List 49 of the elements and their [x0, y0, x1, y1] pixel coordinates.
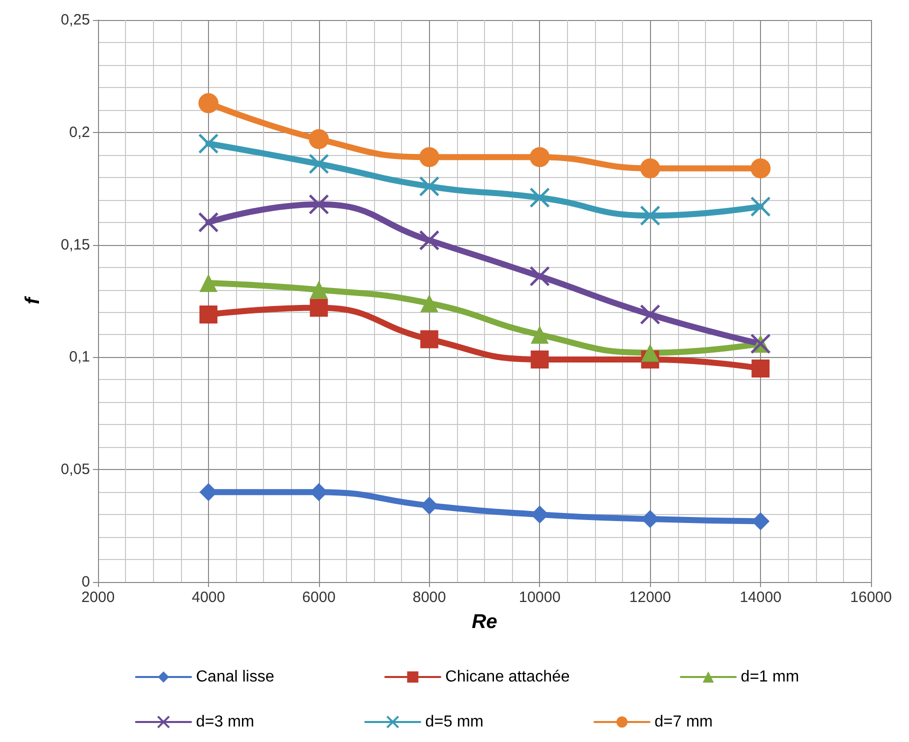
- point: [750, 158, 771, 178]
- x-axis-title: Re: [472, 611, 498, 633]
- point: [530, 147, 550, 168]
- x-tick-label: 10000: [518, 589, 561, 606]
- point: [750, 196, 771, 217]
- point: [199, 274, 218, 292]
- point: [419, 147, 440, 168]
- point: [420, 294, 438, 312]
- point: [530, 326, 549, 344]
- point: [641, 344, 660, 362]
- point: [198, 93, 218, 114]
- legend-label: d=7 mm: [654, 714, 713, 730]
- point: [529, 266, 550, 287]
- point: [752, 359, 770, 378]
- point: [310, 280, 328, 299]
- point: [308, 194, 330, 215]
- x-tick-label: 16000: [850, 589, 892, 606]
- point: [640, 158, 660, 178]
- legend-label: d=3 mm: [196, 714, 254, 730]
- y-tick-label: 0,25: [60, 12, 90, 28]
- legend-label: d=1 mm: [740, 668, 800, 686]
- y-tick-label: 0,2: [69, 124, 90, 141]
- point: [198, 212, 219, 233]
- point: [420, 330, 438, 348]
- x-tick-label: 2000: [81, 589, 115, 606]
- point: [199, 305, 218, 324]
- point: [310, 298, 328, 317]
- x-tick-label: 6000: [302, 589, 336, 606]
- x-tick-label: 12000: [629, 589, 671, 606]
- point: [198, 133, 219, 154]
- y-tick-label: 0,05: [60, 461, 90, 478]
- y-tick-label: 0,15: [60, 236, 90, 254]
- x-tick-label: 14000: [740, 589, 782, 606]
- point: [530, 350, 549, 368]
- legend-label: d=5 mm: [425, 714, 484, 730]
- y-tick-label: 0,1: [69, 348, 90, 366]
- x-tick-label: 8000: [412, 589, 446, 606]
- point: [640, 205, 660, 226]
- legend-label: Canal lisse: [196, 668, 274, 686]
- y-axis-title: f: [22, 295, 44, 304]
- legend-label: Chicane attachée: [445, 668, 570, 686]
- point: [640, 304, 660, 325]
- point: [308, 129, 329, 150]
- point: [419, 176, 440, 197]
- point: [308, 154, 330, 174]
- x-tick-label: 4000: [192, 589, 226, 606]
- y-tick-label: 0: [82, 574, 90, 590]
- point: [529, 187, 550, 208]
- point: [419, 230, 440, 251]
